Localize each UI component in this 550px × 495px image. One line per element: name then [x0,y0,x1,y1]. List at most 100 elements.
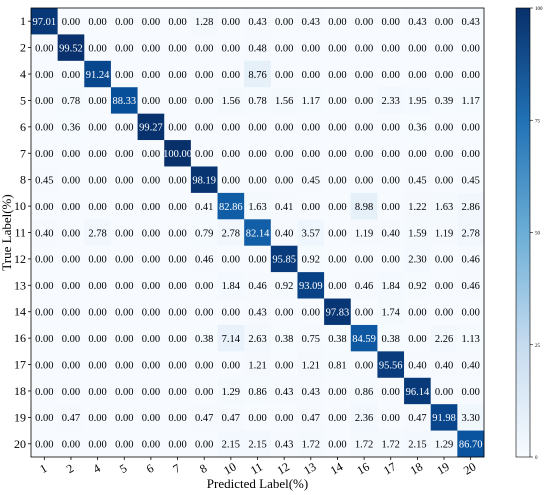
cell-value-label: 0.00 [62,387,80,398]
x-tick-label: 4 [91,461,103,476]
cell-value-label: 2.63 [248,334,266,345]
cell-value-label: 0.00 [355,175,373,186]
cell-value-label: 0.00 [461,43,479,54]
heatmap-cell [377,298,405,326]
cell-value-label: 1.63 [248,202,266,213]
heatmap-cell [457,219,485,247]
heatmap-cell [84,87,112,114]
heatmap-cell [377,377,405,405]
cell-value-label: 2.33 [382,96,400,107]
y-tick-label: 5 [20,93,26,107]
cell-value-label: 0.00 [168,360,186,371]
cell-value-label: 0.00 [115,228,133,239]
x-tick-label: 13 [301,459,318,477]
cell-value-label: 0.00 [168,43,186,54]
cell-value-label: 1.95 [408,96,426,107]
cell-value-label: 1.72 [355,440,373,451]
cell-value-label: 0.78 [248,96,266,107]
cell-value-label: 0.00 [382,202,400,213]
heatmap-cell [190,60,218,88]
cell-value-label: 0.00 [355,17,373,28]
cell-value-label: 0.00 [88,255,106,266]
heatmap-cell [457,298,485,326]
cell-value-label: 0.00 [62,202,80,213]
heatmap-cell [457,60,485,88]
cell-value-label: 0.00 [275,175,293,186]
heatmap-cell [31,377,58,405]
y-tick-label: 8 [20,173,26,187]
x-tick-label: 2 [64,461,76,476]
heatmap-cell [404,140,432,167]
cell-value-label: 0.00 [195,70,213,81]
cell-value-label: 8.76 [248,70,266,81]
cell-value-label: 0.00 [275,308,293,319]
cell-value-label: 0.00 [382,413,400,424]
heatmap-cell [137,166,165,194]
cell-value-label: 96.14 [406,387,430,398]
heatmap-cell [217,166,245,194]
cell-value-label: 0.00 [35,281,53,292]
heatmap-cell [350,219,378,247]
cell-value-label: 0.00 [355,70,373,81]
heatmap-cell [377,404,405,431]
heatmap-cell [164,351,192,379]
heatmap-cell [110,192,138,220]
cell-value-label: 97.01 [33,17,57,28]
heatmap-cell [270,34,298,62]
heatmap-cell [190,87,218,114]
cell-value-label: 0.75 [302,334,320,345]
cell-value-label: 0.00 [248,149,266,160]
cell-value-label: 0.00 [62,17,80,28]
heatmap-cell [404,219,432,247]
cell-value-label: 0.81 [328,360,346,371]
cell-value-label: 0.00 [435,43,453,54]
heatmap-cell [270,272,298,299]
cell-value-label: 0.00 [88,334,106,345]
heatmap-cell [31,166,58,194]
cell-value-label: 0.00 [222,360,240,371]
heatmap-cell [164,219,192,247]
cell-value-label: 0.00 [275,413,293,424]
cell-value-label: 1.17 [302,96,320,107]
heatmap-cell [430,166,458,194]
heatmap-cell [377,166,405,194]
heatmap-cell [350,298,378,326]
heatmap-cell [457,113,485,141]
heatmap-cell [377,272,405,299]
heatmap-cell [217,60,245,88]
heatmap-cell [84,245,112,273]
heatmap-cell [457,377,485,405]
heatmap-cell [350,140,378,167]
heatmap-cell [457,8,485,35]
cell-value-label: 2.78 [222,228,240,239]
heatmap-cell [190,8,218,35]
heatmap-cell [190,166,218,194]
heatmap-cells [31,8,485,458]
heatmap-cell [217,113,245,141]
cell-value-label: 0.00 [248,255,266,266]
heatmap-cell [350,404,378,431]
cell-value-label: 0.00 [168,334,186,345]
heatmap-cell [137,324,165,352]
cell-value-label: 0.00 [355,43,373,54]
heatmap-cell [430,245,458,273]
cell-value-label: 0.00 [302,123,320,134]
heatmap-cell [110,219,138,247]
cell-value-label: 2.78 [88,228,106,239]
heatmap-cell [164,404,192,431]
heatmap-cell [84,140,112,167]
cell-value-label: 1.21 [302,360,320,371]
heatmap-cell [324,324,352,352]
heatmap-cell [31,140,58,167]
cell-value-label: 1.19 [355,228,373,239]
heatmap-cell [57,113,85,141]
heatmap-cell [244,166,272,194]
cell-value-label: 0.40 [382,228,400,239]
heatmap-cell [190,351,218,379]
y-tick-label: 11 [14,226,26,240]
cell-value-label: 91.24 [86,70,110,81]
cell-value-label: 0.00 [142,96,160,107]
heatmap-cell [457,245,485,273]
x-tick-label: 7 [170,461,182,476]
cell-value-label: 0.00 [328,387,346,398]
